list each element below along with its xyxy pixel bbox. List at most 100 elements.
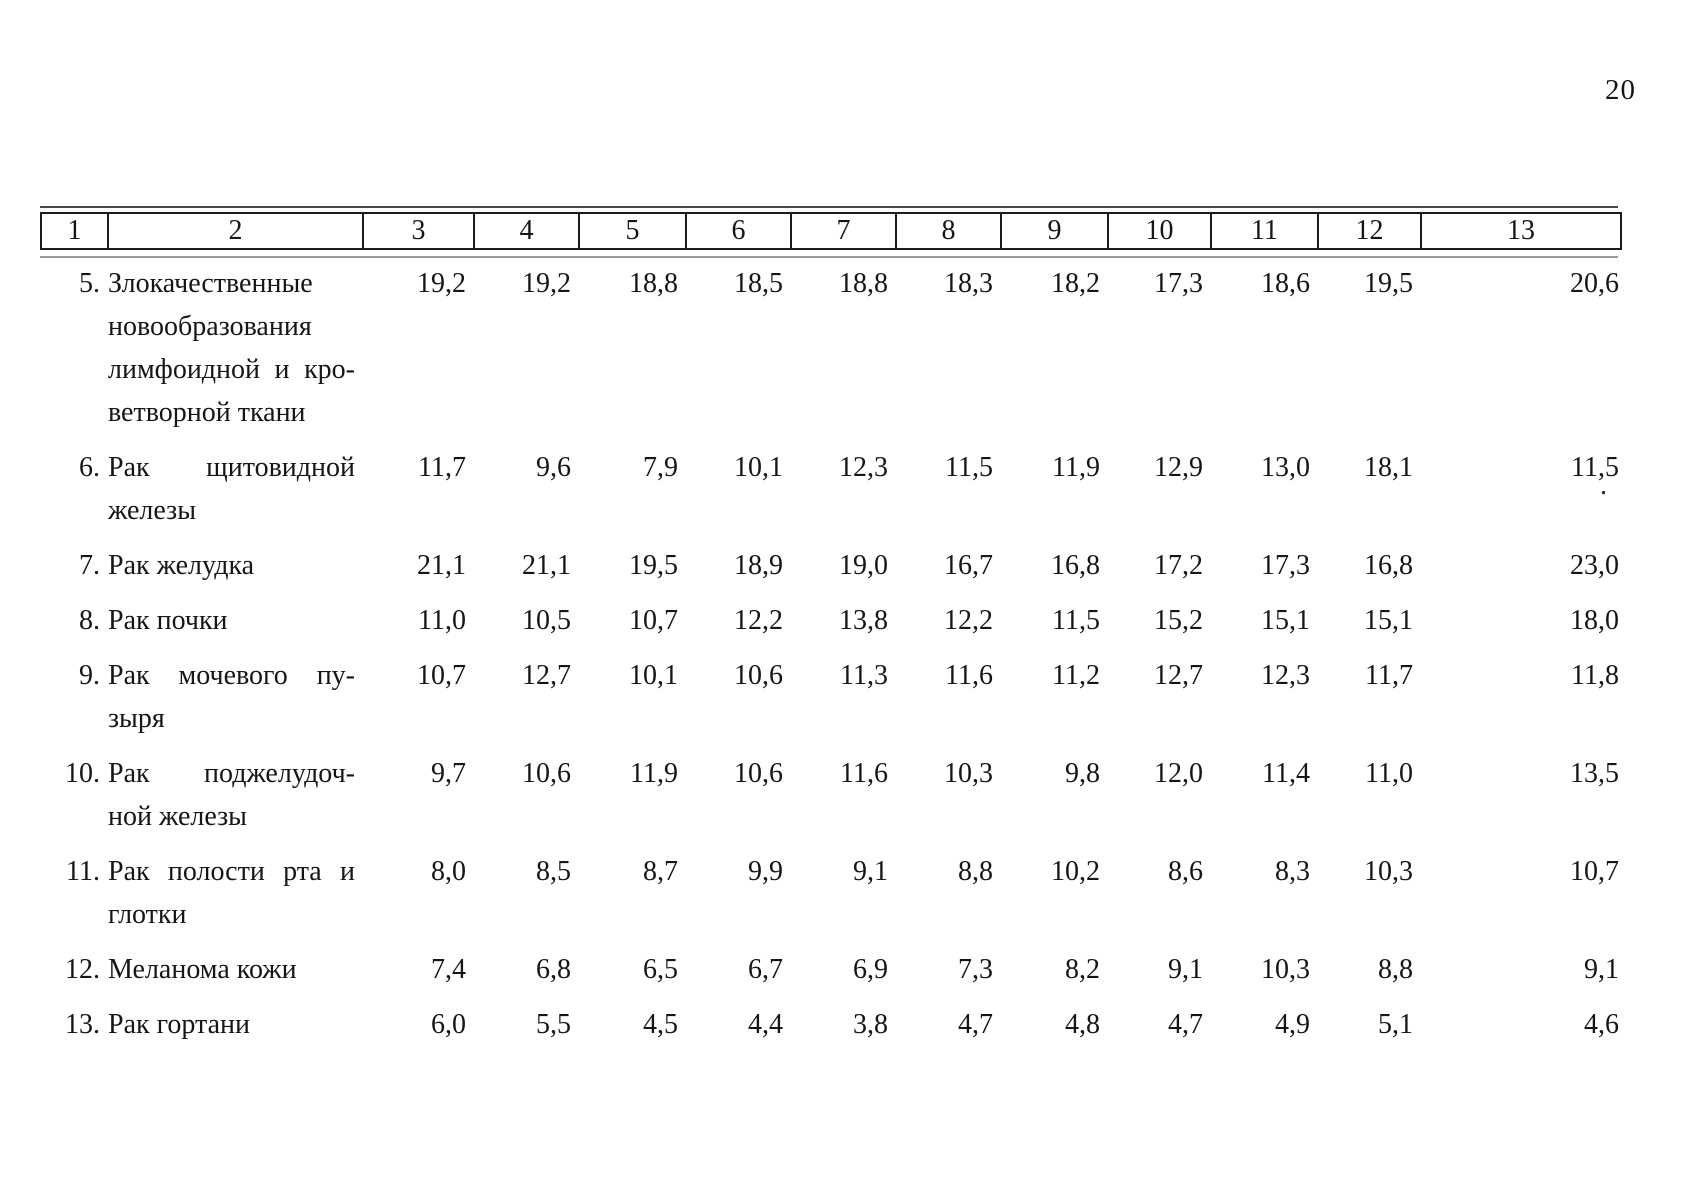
header-cell-6: 6 — [685, 212, 792, 250]
row-value: 13,0 — [1261, 452, 1310, 483]
row-value: 4,6 — [1584, 1009, 1619, 1040]
scan-artifact-dot: . — [1600, 470, 1607, 501]
table-body: 5. Злокачественные новообразования лимфоидн… — [41, 249, 1621, 1058]
table-row: 13. Рак гортани 6,0 5,5 4,5 4,4 3,8 4,7 4,8 4,7 4,… — [41, 1003, 1621, 1058]
header-cell-9: 9 — [1000, 212, 1109, 250]
row-name: Меланома кожи — [108, 948, 363, 1003]
row-value: 20,6 — [1570, 268, 1619, 299]
row-value: 10,1 — [734, 452, 783, 483]
table-header-row: 1 2 3 4 5 6 7 8 9 10 11 12 13 — [40, 212, 1622, 250]
row-value: 11,9 — [1052, 452, 1100, 483]
table-row: 7. Рак желудка 21,1 21,1 19,5 18,9 19,0 16,7 16,… — [41, 544, 1621, 599]
table-row: 8. Рак почки 11,0 10,5 10,7 12,2 13,8 12,2 11,5 1… — [41, 599, 1621, 654]
row-value: 10,5 — [522, 605, 571, 636]
row-value: 18,5 — [734, 268, 783, 299]
row-value: 4,7 — [1168, 1009, 1203, 1040]
row-name-line: Злокачественные — [108, 268, 313, 299]
row-name: Рак мочевого пу-зыря — [108, 654, 363, 752]
row-value: 12,7 — [1154, 660, 1203, 691]
row-name: Рак почки — [108, 599, 363, 654]
row-name: Рак гортани — [108, 1003, 363, 1058]
row-value: 11,6 — [840, 758, 888, 789]
row-value: 4,9 — [1275, 1009, 1310, 1040]
page-number: 20 — [1605, 74, 1636, 106]
row-value: 10,3 — [1261, 954, 1310, 985]
row-value: 9,1 — [1584, 954, 1619, 985]
row-value: 19,2 — [522, 268, 571, 299]
header-cell-10: 10 — [1107, 212, 1212, 250]
header-cell-1: 1 — [40, 212, 109, 250]
data-table: 1 2 3 4 5 6 7 8 9 10 11 12 13 5. Злокачес… — [40, 212, 1622, 1058]
row-value: 4,4 — [748, 1009, 783, 1040]
row-value: 7,9 — [643, 452, 678, 483]
row-value: 13,8 — [839, 605, 888, 636]
row-value: 12,2 — [944, 605, 993, 636]
row-number: 6. — [79, 452, 100, 483]
row-number: 11. — [66, 856, 100, 887]
row-value: 17,3 — [1261, 550, 1310, 581]
row-value: 10,7 — [417, 660, 466, 691]
row-value: 5,1 — [1378, 1009, 1413, 1040]
row-value: 10,7 — [629, 605, 678, 636]
row-name-line: лимфоидной и кро- — [108, 354, 355, 385]
row-value: 8,8 — [1378, 954, 1413, 985]
row-value: 11,8 — [1571, 660, 1619, 691]
row-value: 17,2 — [1154, 550, 1203, 581]
row-value: 12,0 — [1154, 758, 1203, 789]
row-value: 8,5 — [536, 856, 571, 887]
row-value: 10,7 — [1570, 856, 1619, 887]
row-value: 15,2 — [1154, 605, 1203, 636]
row-value: 12,7 — [522, 660, 571, 691]
row-value: 15,1 — [1261, 605, 1310, 636]
row-value: 10,3 — [944, 758, 993, 789]
row-value: 10,6 — [734, 758, 783, 789]
row-value: 15,1 — [1364, 605, 1413, 636]
row-value: 11,9 — [630, 758, 678, 789]
row-value: 18,8 — [629, 268, 678, 299]
row-value: 10,1 — [629, 660, 678, 691]
row-number: 9. — [79, 660, 100, 691]
row-name-line: железы — [108, 495, 197, 526]
row-name-line: Рак щитовидной — [108, 452, 355, 483]
row-value: 18,3 — [944, 268, 993, 299]
row-value: 11,4 — [1262, 758, 1310, 789]
row-value: 18,2 — [1051, 268, 1100, 299]
row-value: 8,6 — [1168, 856, 1203, 887]
row-name-line: новообразования — [108, 311, 312, 342]
header-cell-8: 8 — [895, 212, 1002, 250]
row-value: 9,9 — [748, 856, 783, 887]
row-value: 8,0 — [431, 856, 466, 887]
table-row: 11. Рак полости рта и глотки 8,0 8,5 8,7 9,9 9,… — [41, 850, 1621, 948]
row-value: 11,3 — [840, 660, 888, 691]
row-value: 16,8 — [1051, 550, 1100, 581]
row-name-line: Рак гортани — [108, 1009, 250, 1040]
row-value: 11,5 — [945, 452, 993, 483]
row-value: 19,2 — [417, 268, 466, 299]
row-value: 19,0 — [839, 550, 888, 581]
row-value: 10,6 — [522, 758, 571, 789]
row-value: 9,7 — [431, 758, 466, 789]
row-value: 6,9 — [853, 954, 888, 985]
row-value: 11,6 — [945, 660, 993, 691]
row-value: 4,7 — [958, 1009, 993, 1040]
row-value: 6,7 — [748, 954, 783, 985]
row-number: 7. — [79, 550, 100, 581]
row-value: 8,3 — [1275, 856, 1310, 887]
table-row: 6. Рак щитовидной железы 11,7 9,6 7,9 10,1 12,3… — [41, 446, 1621, 544]
scan-ghost-line-bottom — [40, 256, 1618, 258]
row-number: 13. — [65, 1009, 100, 1040]
row-value: 19,5 — [629, 550, 678, 581]
row-value: 18,9 — [734, 550, 783, 581]
row-value: 11,5 — [1052, 605, 1100, 636]
row-name-line: Рак почки — [108, 605, 228, 636]
row-value: 12,2 — [734, 605, 783, 636]
row-name-line: ной железы — [108, 801, 247, 832]
row-name-line: зыря — [108, 703, 165, 734]
row-value: 8,2 — [1065, 954, 1100, 985]
row-value: 13,5 — [1570, 758, 1619, 789]
row-value: 8,7 — [643, 856, 678, 887]
row-value: 3,8 — [853, 1009, 888, 1040]
row-value: 21,1 — [522, 550, 571, 581]
row-name: Рак полости рта и глотки — [108, 850, 363, 948]
row-value: 10,6 — [734, 660, 783, 691]
